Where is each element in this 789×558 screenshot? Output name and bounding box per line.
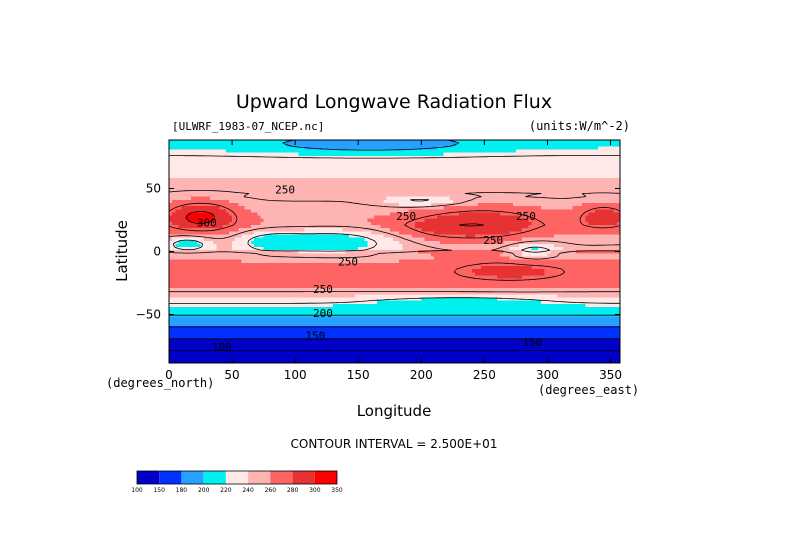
y-tick-label: −50	[136, 307, 161, 321]
contour-interval-text: CONTOUR INTERVAL = 2.500E+01	[291, 437, 498, 451]
contour-lines	[169, 140, 620, 351]
contour-label: 150	[522, 336, 542, 349]
colorbar-level-label: 280	[287, 487, 299, 494]
contour-label: 250	[275, 184, 295, 197]
colorbar-swatch	[248, 471, 271, 484]
colorbar-level-label: 150	[153, 487, 165, 494]
chart-title: Upward Longwave Radiation Flux	[236, 91, 552, 113]
colorbar-level-label: 100	[131, 487, 143, 494]
colorbar: 100 150 180 200 220 240 260 280 300 350	[131, 470, 343, 494]
x-axis-label: Longitude	[357, 402, 432, 420]
colorbar-swatch	[203, 471, 226, 484]
colorbar-swatch	[270, 471, 293, 484]
x-tick-label: 0	[165, 368, 173, 382]
contour-label: 100	[212, 341, 232, 354]
colorbar-level-label: 260	[265, 487, 277, 494]
x-tick-label: 300	[536, 368, 559, 382]
colorbar-level-label: 180	[176, 487, 188, 494]
units-label: (units:W/m^-2)	[529, 119, 630, 133]
colorbar-swatch	[225, 471, 249, 484]
colorbar-swatch	[314, 471, 337, 484]
colorbar-swatch	[181, 471, 204, 484]
contour-label: 250	[338, 255, 358, 268]
colorbar-swatch	[292, 471, 315, 484]
contour-label: 250	[313, 283, 333, 296]
x-unit-label-left: (degrees_north)	[106, 376, 214, 390]
contour-label: 200	[313, 307, 333, 320]
x-unit-label-right: (degrees_east)	[538, 383, 639, 397]
y-tick-label: 0	[153, 245, 161, 259]
x-tick-label: 250	[473, 368, 496, 382]
dataset-label: [ULWRF_1983-07_NCEP.nc]	[172, 120, 324, 133]
contour-label: 250	[396, 210, 416, 223]
x-tick-label: 350	[599, 368, 622, 382]
x-axis-ticks: 0 50 100 150 200 250 300 350	[165, 140, 622, 382]
contour-labels: 250 300 250 250 250 250 250 200 150 100 150	[197, 184, 542, 355]
contour-label: 250	[516, 210, 536, 223]
colorbar-frame	[136, 470, 338, 485]
contour-label: 300	[197, 216, 217, 229]
colorbar-level-label: 220	[220, 487, 232, 494]
y-axis-label: Latitude	[113, 220, 131, 282]
x-tick-label: 50	[224, 368, 239, 382]
contour-label: 150	[305, 330, 325, 343]
colorbar-swatch	[137, 471, 160, 484]
flux-field	[169, 140, 620, 363]
x-tick-label: 150	[347, 368, 370, 382]
colorbar-swatch	[159, 471, 182, 484]
colorbar-level-label: 240	[242, 487, 254, 494]
x-tick-label: 100	[284, 368, 307, 382]
y-axis-ticks: 50 0 −50	[136, 182, 620, 321]
colorbar-level-label: 350	[331, 487, 343, 494]
y-tick-label: 50	[146, 182, 161, 196]
colorbar-level-label: 200	[198, 487, 210, 494]
contour-label: 250	[483, 234, 503, 247]
colorbar-level-label: 300	[309, 487, 321, 494]
x-tick-label: 200	[410, 368, 433, 382]
